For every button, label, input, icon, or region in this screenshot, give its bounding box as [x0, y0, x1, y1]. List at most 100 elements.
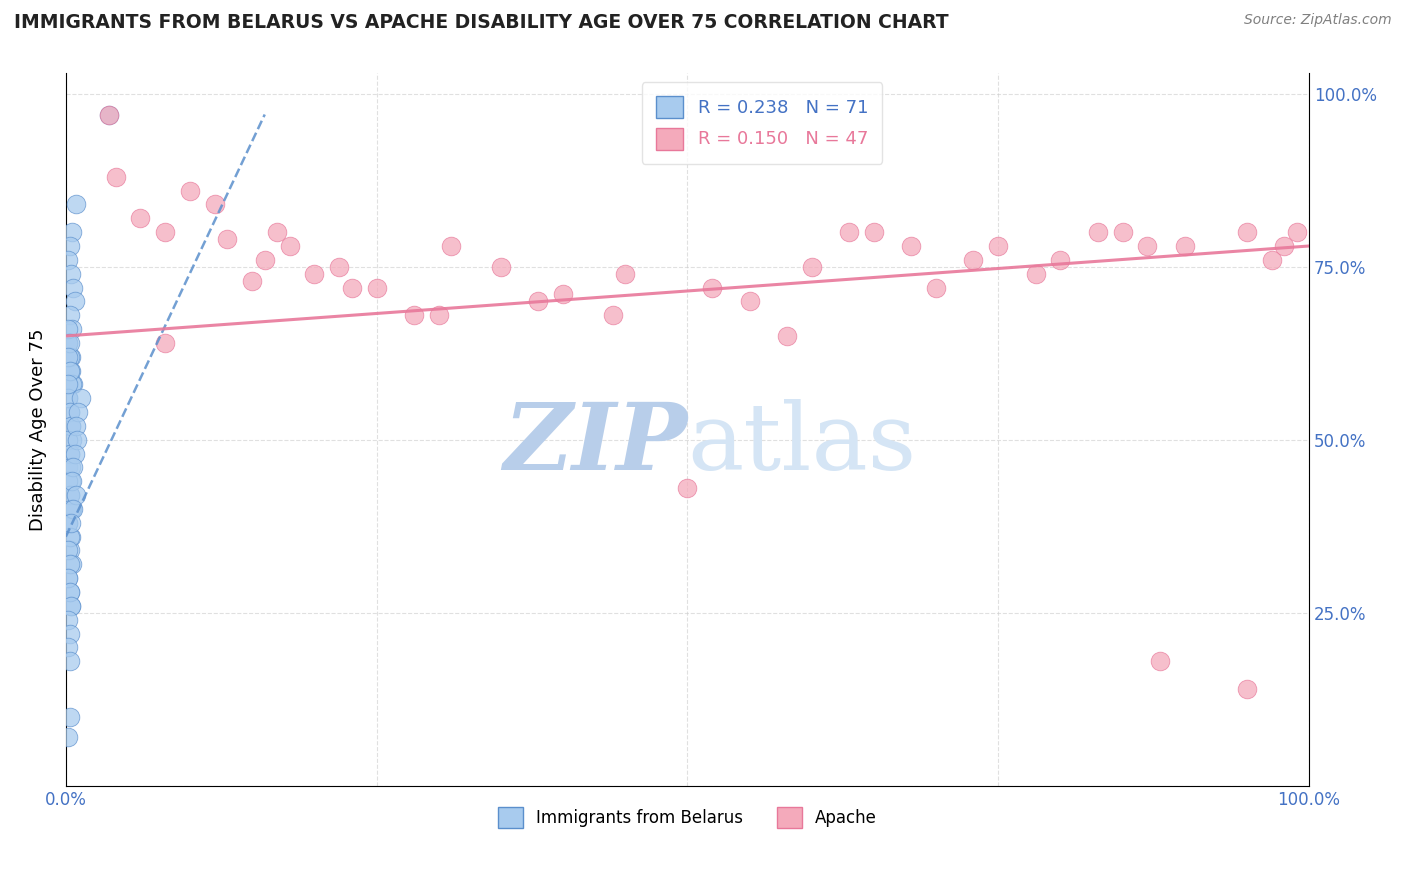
Point: [179, 184, 201, 198]
Point: [59, 516, 82, 530]
Point: [253, 252, 276, 267]
Point: [59, 530, 82, 544]
Text: atlas: atlas: [688, 399, 917, 489]
Point: [58, 516, 80, 530]
Point: [58, 626, 80, 640]
Point: [60, 322, 83, 336]
Point: [602, 308, 624, 322]
Point: [1025, 267, 1047, 281]
Point: [58, 377, 80, 392]
Point: [58, 585, 80, 599]
Point: [58, 654, 80, 668]
Point: [58, 731, 80, 745]
Point: [129, 211, 152, 226]
Point: [58, 391, 80, 405]
Point: [66, 433, 89, 447]
Point: [266, 225, 288, 239]
Point: [58, 363, 80, 377]
Point: [58, 488, 80, 502]
Point: [58, 239, 80, 253]
Point: [863, 225, 886, 239]
Point: [340, 280, 363, 294]
Point: [155, 335, 177, 350]
Point: [738, 294, 761, 309]
Point: [204, 197, 226, 211]
Point: [58, 543, 80, 558]
Point: [702, 280, 724, 294]
Point: [63, 447, 86, 461]
Point: [1236, 225, 1258, 239]
Point: [402, 308, 425, 322]
Point: [58, 475, 80, 489]
Point: [60, 433, 83, 447]
Point: [60, 377, 83, 392]
Point: [58, 405, 80, 419]
Point: [987, 239, 1010, 253]
Point: [59, 418, 82, 433]
Point: [1285, 225, 1308, 239]
Point: [58, 433, 80, 447]
Point: [62, 502, 84, 516]
Point: [59, 363, 82, 377]
Point: [59, 267, 82, 281]
Point: [58, 391, 80, 405]
Point: [62, 280, 84, 294]
Point: [962, 252, 984, 267]
Point: [58, 558, 80, 572]
Point: [1236, 681, 1258, 696]
Point: [59, 502, 82, 516]
Text: IMMIGRANTS FROM BELARUS VS APACHE DISABILITY AGE OVER 75 CORRELATION CHART: IMMIGRANTS FROM BELARUS VS APACHE DISABI…: [14, 13, 949, 32]
Point: [366, 280, 388, 294]
Point: [62, 377, 84, 392]
Text: ZIP: ZIP: [503, 399, 688, 489]
Text: Source: ZipAtlas.com: Source: ZipAtlas.com: [1244, 13, 1392, 28]
Point: [838, 225, 860, 239]
Point: [800, 260, 823, 274]
Point: [58, 709, 80, 723]
Point: [58, 447, 80, 461]
Point: [1174, 239, 1197, 253]
Point: [60, 558, 83, 572]
Point: [58, 335, 80, 350]
Point: [59, 599, 82, 613]
Point: [278, 239, 301, 253]
Point: [59, 475, 82, 489]
Point: [1087, 225, 1109, 239]
Point: [1049, 252, 1071, 267]
Point: [900, 239, 922, 253]
Point: [58, 252, 80, 267]
Point: [62, 460, 84, 475]
Point: [58, 571, 80, 585]
Point: [59, 418, 82, 433]
Point: [58, 543, 80, 558]
Point: [58, 350, 80, 364]
Point: [69, 391, 91, 405]
Point: [489, 260, 512, 274]
Point: [527, 294, 550, 309]
Point: [925, 280, 948, 294]
Point: [58, 571, 80, 585]
Legend: Immigrants from Belarus, Apache: Immigrants from Belarus, Apache: [491, 801, 883, 835]
Point: [1272, 239, 1295, 253]
Point: [65, 418, 87, 433]
Point: [60, 475, 83, 489]
Point: [1111, 225, 1133, 239]
Point: [60, 502, 83, 516]
Point: [65, 197, 87, 211]
Point: [65, 488, 87, 502]
Point: [304, 267, 326, 281]
Point: [58, 308, 80, 322]
Point: [676, 481, 699, 495]
Point: [104, 169, 127, 184]
Point: [328, 260, 350, 274]
Point: [1136, 239, 1159, 253]
Point: [1149, 654, 1171, 668]
Point: [58, 460, 80, 475]
Point: [1261, 252, 1284, 267]
Point: [98, 107, 121, 121]
Point: [614, 267, 637, 281]
Point: [58, 613, 80, 627]
Point: [60, 225, 83, 239]
Point: [58, 350, 80, 364]
Point: [58, 405, 80, 419]
